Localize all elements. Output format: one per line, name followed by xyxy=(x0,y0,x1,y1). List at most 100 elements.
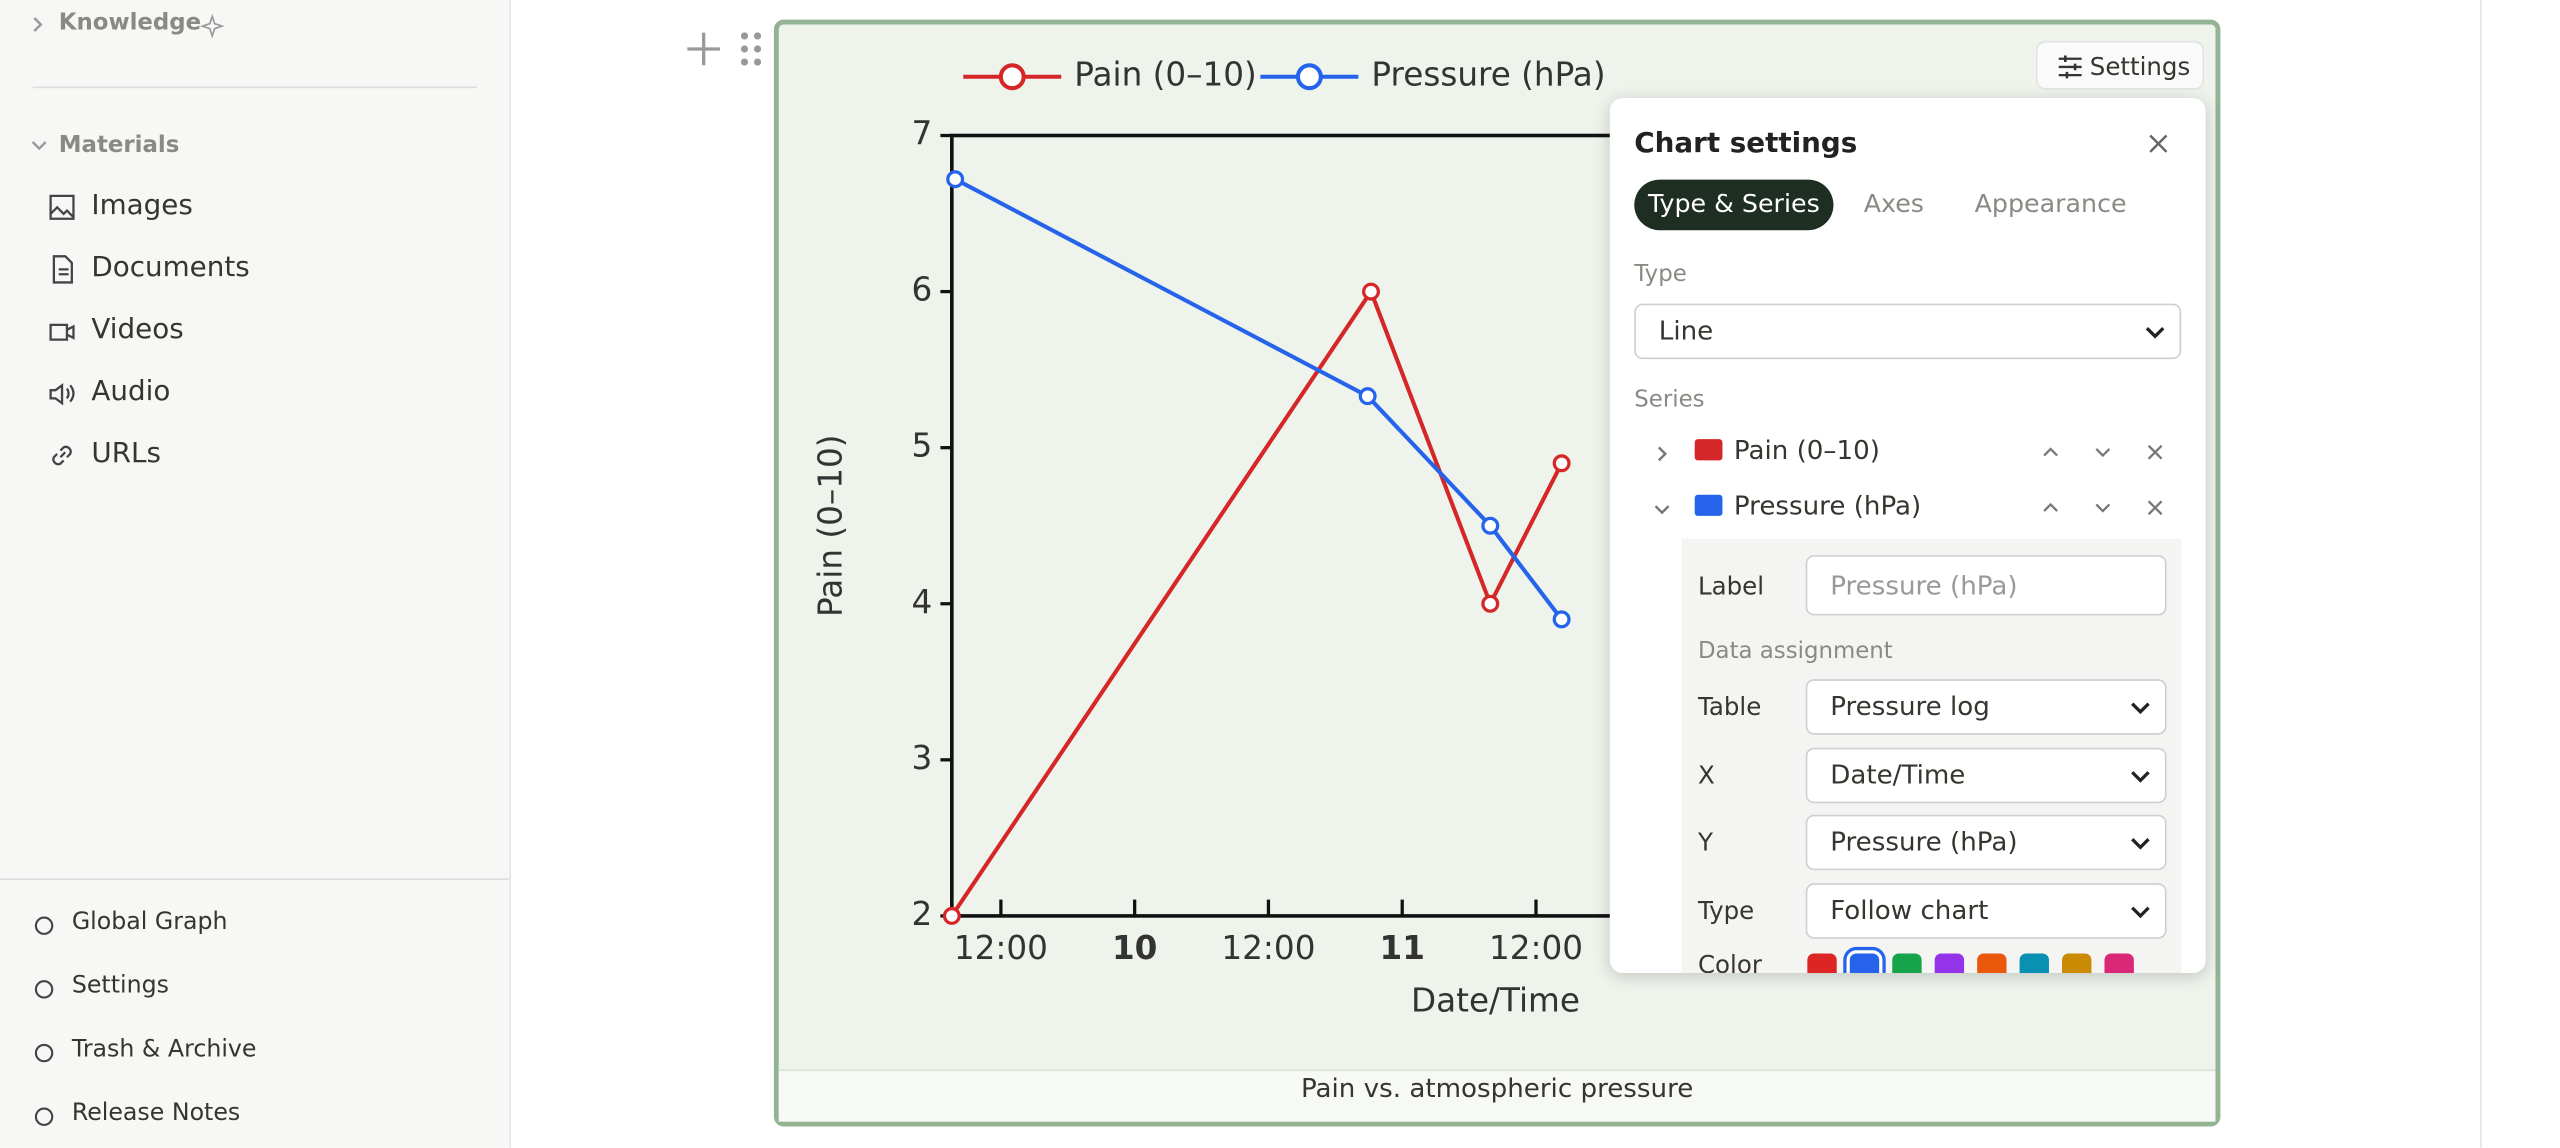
series-action[interactable] xyxy=(2041,442,2061,462)
icon-path xyxy=(49,194,75,220)
footer-item[interactable]: Settings xyxy=(71,973,169,1000)
icon-path xyxy=(2043,502,2058,512)
section-title[interactable]: Materials xyxy=(58,132,180,159)
legend-label: Pain (0–10) xyxy=(1074,56,1256,94)
footer-icon xyxy=(34,1043,54,1063)
footer-icon xyxy=(34,1107,54,1126)
tab[interactable]: Appearance xyxy=(1974,189,2127,219)
field-label: Color xyxy=(1697,950,1762,974)
icon-path xyxy=(2043,447,2058,457)
data-point xyxy=(1481,516,1500,535)
icon-path xyxy=(52,255,73,284)
series-action[interactable] xyxy=(2041,498,2061,518)
color-swatch[interactable] xyxy=(1934,953,1965,974)
footer-item[interactable]: Trash & Archive xyxy=(71,1036,257,1063)
color-swatch[interactable] xyxy=(2062,953,2092,974)
icon-path xyxy=(2095,448,2111,458)
color-swatch[interactable] xyxy=(1849,953,1880,974)
data-point xyxy=(1552,454,1571,473)
color-swatch[interactable] xyxy=(2104,953,2134,974)
y-tick-label: 7 xyxy=(911,115,932,153)
color-swatch[interactable] xyxy=(1892,953,1922,974)
icon-path xyxy=(49,323,75,341)
series-color xyxy=(1694,439,1723,461)
series-name[interactable]: Pain (0–10) xyxy=(1733,434,1880,466)
chart-caption: Pain vs. atmospheric pressure xyxy=(778,1069,2216,1122)
footer-icon xyxy=(34,980,54,999)
tab[interactable]: Axes xyxy=(1863,189,1925,219)
footer-item[interactable]: Release Notes xyxy=(71,1100,241,1127)
field-select[interactable]: Pressure log xyxy=(1805,679,2167,735)
arrow-path xyxy=(2131,770,2150,782)
y-tick-label: 4 xyxy=(911,583,932,621)
nav-item[interactable]: Images xyxy=(91,189,193,223)
x-axis-label: Date/Time xyxy=(1411,981,1580,1019)
select-value: Follow chart xyxy=(1830,893,1989,925)
series-action[interactable] xyxy=(2145,442,2165,462)
series-color xyxy=(1694,494,1723,516)
data-point xyxy=(1552,610,1571,629)
series-line xyxy=(954,177,1564,621)
button-label: Settings xyxy=(2089,52,2191,82)
y-tick-label: 6 xyxy=(911,271,932,309)
chevron[interactable] xyxy=(1652,500,1672,520)
chevron xyxy=(33,17,43,32)
field-label: Y xyxy=(1697,827,1713,858)
divider xyxy=(32,86,477,89)
data-point xyxy=(1362,282,1380,301)
sparkle-icon xyxy=(199,13,225,39)
select-arrow xyxy=(2145,327,2165,339)
add-block[interactable] xyxy=(684,29,723,68)
series-name[interactable]: Pressure (hPa) xyxy=(1733,489,1922,521)
icon-path xyxy=(2147,500,2163,516)
series-detail: Label Pressure (hPa) Data assignment Tab… xyxy=(1681,538,2182,974)
color-swatch[interactable] xyxy=(1977,953,2007,974)
type-select[interactable]: Line xyxy=(1634,303,2182,360)
icon-path xyxy=(34,1043,54,1063)
sidebar: Knowledge Materials Images Documents Video… xyxy=(0,0,512,1148)
series-action[interactable] xyxy=(2093,442,2113,462)
icon-path xyxy=(34,916,54,935)
item-icon xyxy=(49,323,75,341)
close-button[interactable] xyxy=(2147,132,2170,155)
color-swatch[interactable] xyxy=(2019,953,2049,974)
settings-button[interactable]: Settings xyxy=(2035,40,2205,90)
item-icon xyxy=(49,194,75,220)
field-select[interactable]: Pressure (hPa) xyxy=(1805,814,2167,871)
legend-label: Pressure (hPa) xyxy=(1371,56,1605,94)
field-label: Label xyxy=(1697,571,1765,601)
x-tick-label: 12:00 xyxy=(1489,929,1583,967)
nav-item[interactable]: Videos xyxy=(91,313,184,347)
data-point xyxy=(946,170,965,189)
icon-path xyxy=(52,445,72,466)
series-action[interactable] xyxy=(2145,498,2165,518)
icon-path xyxy=(2147,444,2163,460)
series-action[interactable] xyxy=(2093,498,2113,518)
select-arrow xyxy=(2131,770,2150,782)
footer-item[interactable]: Global Graph xyxy=(71,909,228,936)
field-label: X xyxy=(1697,759,1715,790)
label-input[interactable]: Pressure (hPa) xyxy=(1805,555,2167,616)
field-label: Type xyxy=(1634,261,1687,288)
select-arrow xyxy=(2131,905,2150,918)
select-arrow xyxy=(2131,838,2150,850)
sliders-icon xyxy=(2058,55,2082,79)
y-tick-label: 2 xyxy=(911,895,932,933)
color-swatch[interactable] xyxy=(1807,953,1837,974)
group-label: Data assignment xyxy=(1697,638,1893,665)
tab[interactable]: Type & Series xyxy=(1634,179,1834,231)
x-tick-label: 12:00 xyxy=(954,929,1048,967)
drag-handle[interactable] xyxy=(738,31,764,67)
section-title[interactable]: Knowledge xyxy=(58,9,202,36)
series-line xyxy=(950,287,1564,918)
nav-item[interactable]: URLs xyxy=(91,437,161,471)
x-tick-label: 10 xyxy=(1112,929,1157,967)
icon-path xyxy=(34,980,54,999)
field-select[interactable]: Date/Time xyxy=(1805,746,2167,803)
field-select[interactable]: Follow chart xyxy=(1805,882,2167,938)
chevron[interactable] xyxy=(1652,444,1672,464)
page-border xyxy=(2479,0,2482,1148)
nav-item[interactable]: Documents xyxy=(91,251,250,285)
nav-item[interactable]: Audio xyxy=(91,375,171,409)
